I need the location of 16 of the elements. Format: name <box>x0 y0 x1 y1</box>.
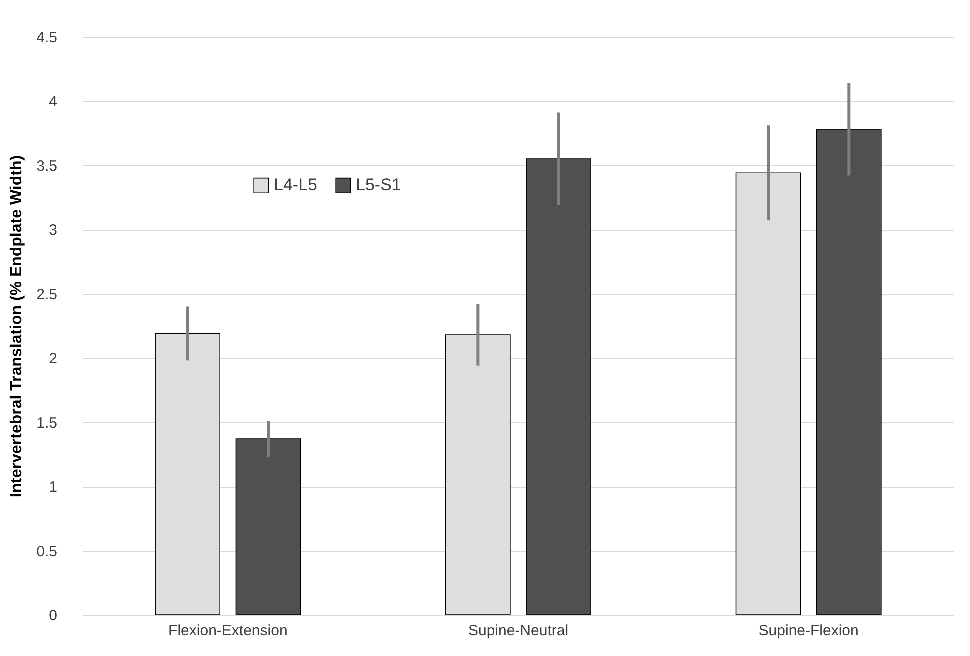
y-tick-label: 0 <box>49 608 58 624</box>
y-tick-label: 4 <box>49 94 58 111</box>
y-tick-label: 3.5 <box>36 158 58 175</box>
y-tick-label: 2 <box>49 350 58 368</box>
y-tick-label: 2.5 <box>36 286 58 304</box>
y-tick-label: 1 <box>49 479 58 496</box>
y-tick-label: 4.5 <box>36 30 58 46</box>
y-tick-label: 1.5 <box>36 414 58 432</box>
x-tick-label: Supine-Flexion <box>758 622 859 640</box>
y-tick-label: 3 <box>49 222 58 240</box>
y-tick-label: 0.5 <box>36 543 58 560</box>
x-tick-label: Flexion-Extension <box>168 622 288 640</box>
y-axis-title: Intervertebral Translation (% Endplate Width) <box>8 155 26 498</box>
x-tick-label: Supine-Neutral <box>468 622 569 640</box>
legend-label: L5-S1 <box>356 176 402 195</box>
legend-label: L4-L5 <box>274 176 318 195</box>
